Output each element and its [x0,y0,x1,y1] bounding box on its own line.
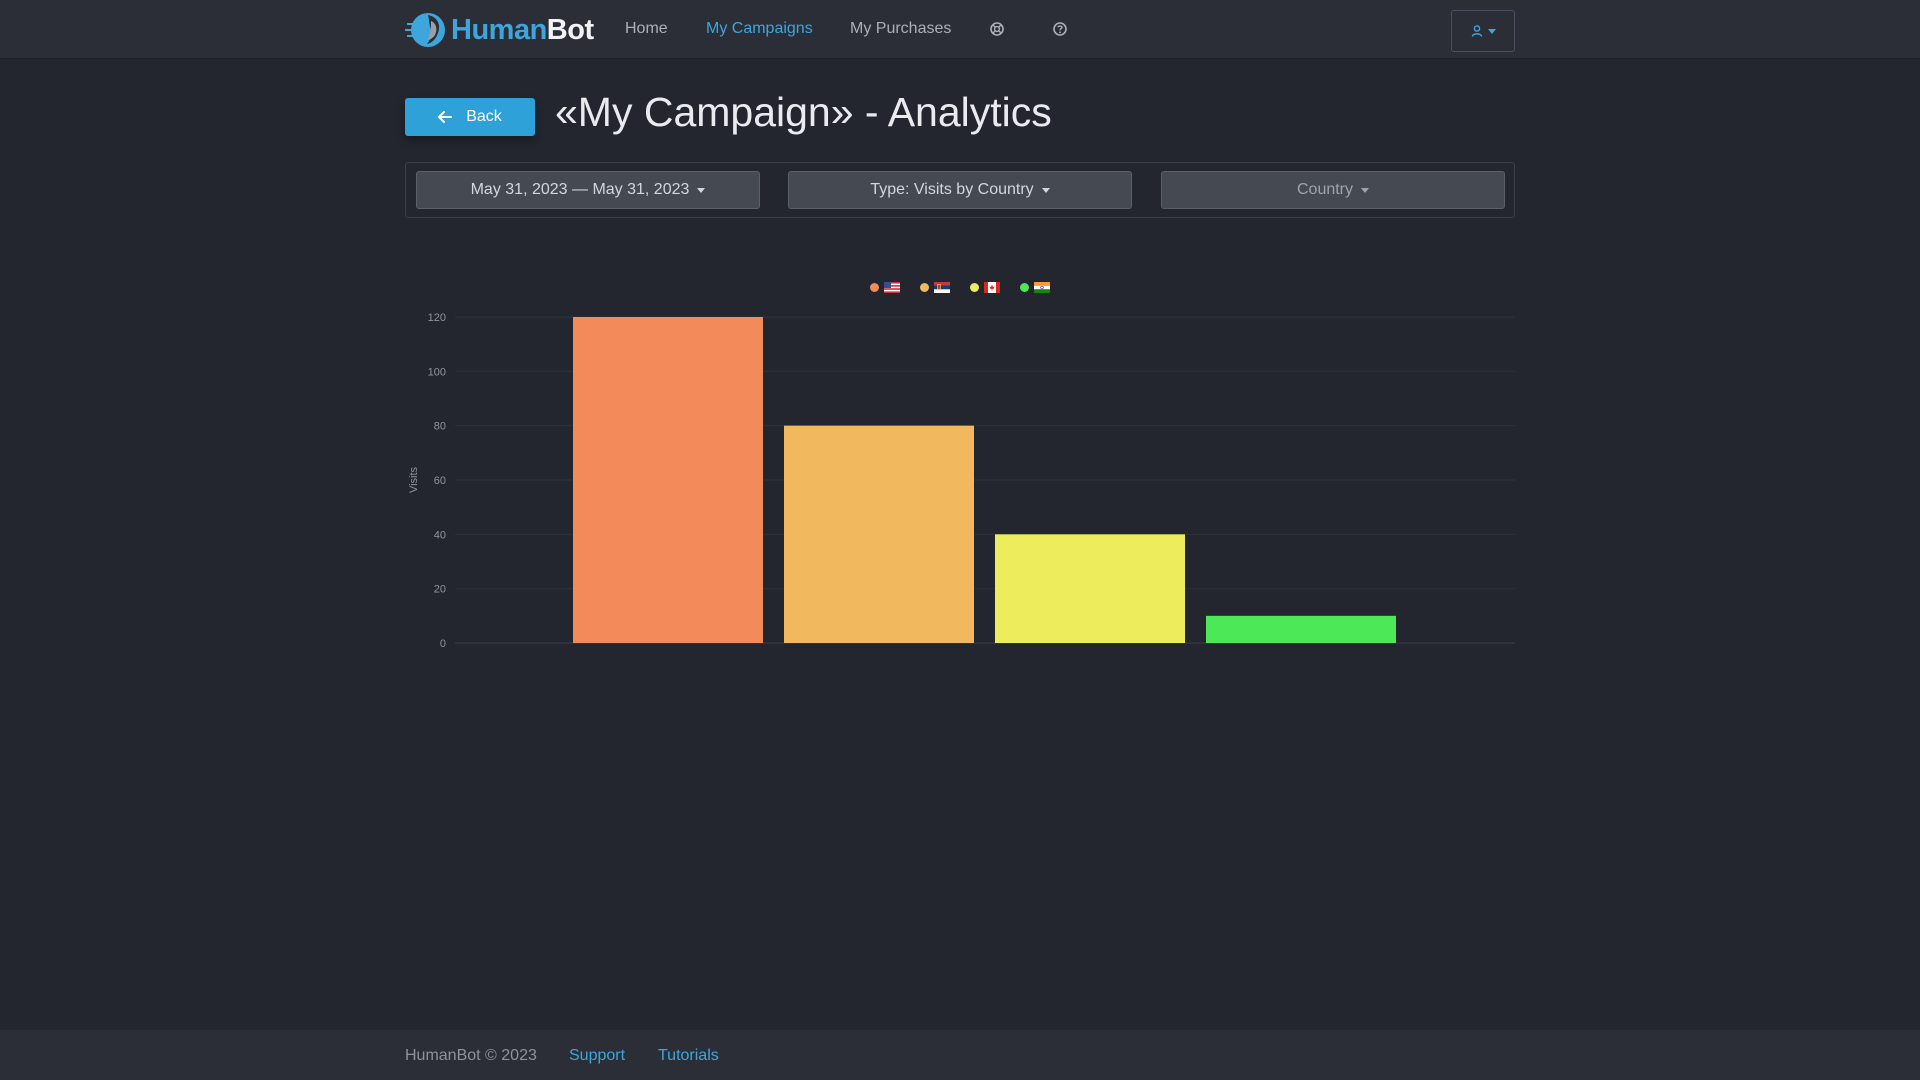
chevron-down-icon [1041,187,1050,193]
chart-legend [405,282,1515,293]
bar-chart-canvas: 0 20 40 60 80 100 120 Visits [408,312,1515,650]
rs-flag-icon [934,282,950,293]
user-icon [1471,25,1483,37]
brand-logo-link[interactable]: HumanBot [405,8,594,52]
brand-bot-text: Bot [546,13,594,46]
footer: HumanBot © 2023 Support Tutorials [0,1030,1920,1080]
y-tick-label: 20 [434,584,446,596]
visits-by-country-chart: 0 20 40 60 80 100 120 Visits [405,270,1515,650]
legend-dot [970,283,979,292]
y-tick-label: 80 [434,421,446,433]
chevron-down-icon [697,187,706,193]
brand-human-text: Human [451,13,547,46]
legend-dot [1020,283,1029,292]
chevron-down-icon [1488,28,1496,34]
y-tick-label: 60 [434,475,446,487]
y-tick-label: 100 [428,366,446,378]
footer-support-link[interactable]: Support [569,1047,626,1064]
legend-dot [920,283,929,292]
legend-item-ca[interactable] [970,282,1000,293]
type-dropdown[interactable]: Type: Visits by Country [788,171,1132,209]
arrow-left-icon [438,111,453,123]
humanbot-logo-icon [405,13,445,47]
y-axis-label: Visits [408,466,420,493]
back-button[interactable]: Back [405,98,535,136]
help-icon[interactable] [1051,20,1069,38]
y-tick-label: 40 [434,529,446,541]
bar-in [1206,615,1396,643]
y-tick-label: 0 [440,638,446,650]
in-flag-icon [1034,282,1050,293]
country-dropdown[interactable]: Country [1161,171,1505,209]
nav-my-campaigns[interactable]: My Campaigns [706,20,813,37]
filter-bar: May 31, 2023 — May 31, 2023 Type: Visits… [405,162,1515,218]
nav-my-purchases[interactable]: My Purchases [850,20,952,37]
page-title: «My Campaign» - Analytics [555,89,1052,135]
footer-copyright: HumanBot © 2023 [405,1047,537,1064]
top-navbar: HumanBot Home My Campaigns My Purchases [0,0,1920,59]
date-range-dropdown[interactable]: May 31, 2023 — May 31, 2023 [416,171,760,209]
legend-item-rs[interactable] [920,282,950,293]
y-tick-label: 120 [428,312,446,324]
chevron-down-icon [1361,187,1370,193]
bar-us [573,317,763,643]
bar-ca [995,534,1185,643]
back-button-label: Back [466,108,502,125]
legend-dot [870,283,879,292]
brand-name: HumanBot [451,14,594,47]
legend-item-us[interactable] [870,282,900,293]
date-range-label: May 31, 2023 — May 31, 2023 [470,181,690,198]
country-label: Country [1296,181,1354,198]
user-menu-button[interactable] [1451,10,1515,52]
type-label: Type: Visits by Country [870,181,1034,198]
legend-item-in[interactable] [1020,282,1050,293]
bar-rs [784,425,974,643]
support-icon[interactable] [988,20,1006,38]
us-flag-icon [884,282,900,293]
footer-tutorials-link[interactable]: Tutorials [658,1047,719,1064]
ca-flag-icon [984,282,1000,293]
nav-home[interactable]: Home [625,20,668,37]
